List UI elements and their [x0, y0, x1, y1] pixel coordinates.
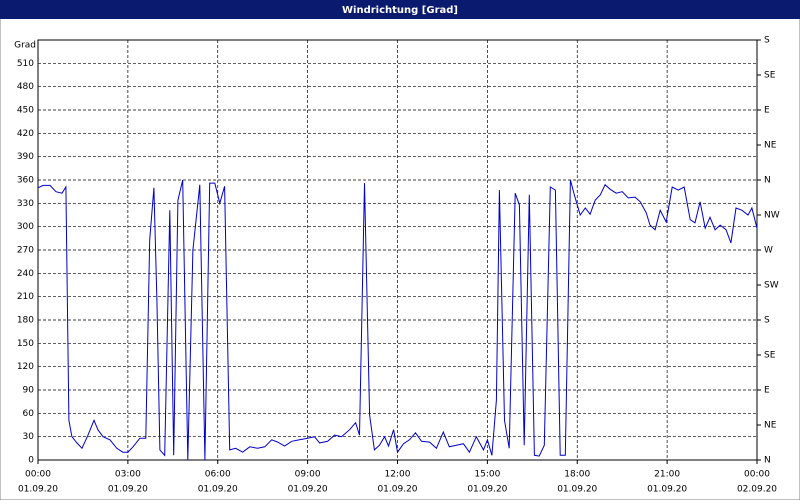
- y2-tick-label: NE: [764, 421, 777, 431]
- y-tick-label: 0: [28, 456, 34, 466]
- y-tick-label: 120: [17, 362, 34, 372]
- y-tick-label: 150: [17, 339, 34, 349]
- y-tick-label: 480: [17, 82, 34, 92]
- x-tick-date: 01.09.20: [198, 485, 238, 495]
- x-tick-date: 02.09.20: [737, 485, 777, 495]
- y2-tick-label: S: [764, 316, 770, 326]
- x-tick-label: 21:00: [654, 470, 680, 480]
- x-tick-date: 01.09.20: [647, 485, 687, 495]
- y-tick-label: 330: [17, 199, 34, 209]
- y2-tick-label: W: [764, 246, 773, 256]
- x-tick-date: 01.09.20: [18, 485, 58, 495]
- y2-tick-label: N: [764, 456, 771, 466]
- x-tick-label: 12:00: [385, 470, 411, 480]
- y2-tick-label: SE: [764, 71, 776, 81]
- y2-tick-label: E: [764, 386, 770, 396]
- x-tick-date: 01.09.20: [557, 485, 597, 495]
- x-tick-label: 03:00: [115, 470, 141, 480]
- x-tick-label: 18:00: [564, 470, 590, 480]
- y-tick-label: 390: [17, 152, 34, 162]
- y-tick-label: 180: [17, 316, 34, 326]
- y-tick-label: 240: [17, 269, 34, 279]
- x-tick-date: 01.09.20: [288, 485, 328, 495]
- y-tick-label: 420: [17, 129, 34, 139]
- y2-tick-label: NW: [764, 211, 780, 221]
- y-axis-label: Grad: [14, 41, 36, 51]
- x-tick-label: 00:00: [25, 470, 51, 480]
- y2-tick-label: N: [764, 176, 771, 186]
- y-tick-label: 270: [17, 246, 34, 256]
- plot-frame: [37, 39, 758, 461]
- x-tick-label: 00:00: [744, 470, 770, 480]
- y2-tick-label: S: [764, 36, 770, 46]
- x-tick-date: 01.09.20: [467, 485, 507, 495]
- data-line: [37, 179, 758, 461]
- y-tick-label: 30: [23, 432, 35, 442]
- title-bar: [0, 0, 800, 19]
- x-tick-date: 01.09.20: [108, 485, 148, 495]
- chart-title: Windrichtung [Grad]: [342, 5, 458, 16]
- y2-tick-label: SE: [764, 351, 776, 361]
- y2-tick-label: SW: [764, 281, 779, 291]
- y-tick-label: 360: [17, 176, 34, 186]
- x-tick-label: 06:00: [205, 470, 231, 480]
- x-tick-label: 09:00: [295, 470, 321, 480]
- y-tick-label: 90: [23, 386, 35, 396]
- y-tick-label: 450: [17, 106, 34, 116]
- y-tick-label: 210: [17, 292, 34, 302]
- y2-tick-label: E: [764, 106, 770, 116]
- y-tick-label: 510: [17, 59, 34, 69]
- y-tick-label: 300: [17, 222, 34, 232]
- y2-tick-label: NE: [764, 141, 777, 151]
- x-tick-date: 01.09.20: [377, 485, 417, 495]
- x-tick-label: 15:00: [474, 470, 500, 480]
- y-tick-label: 60: [23, 409, 35, 419]
